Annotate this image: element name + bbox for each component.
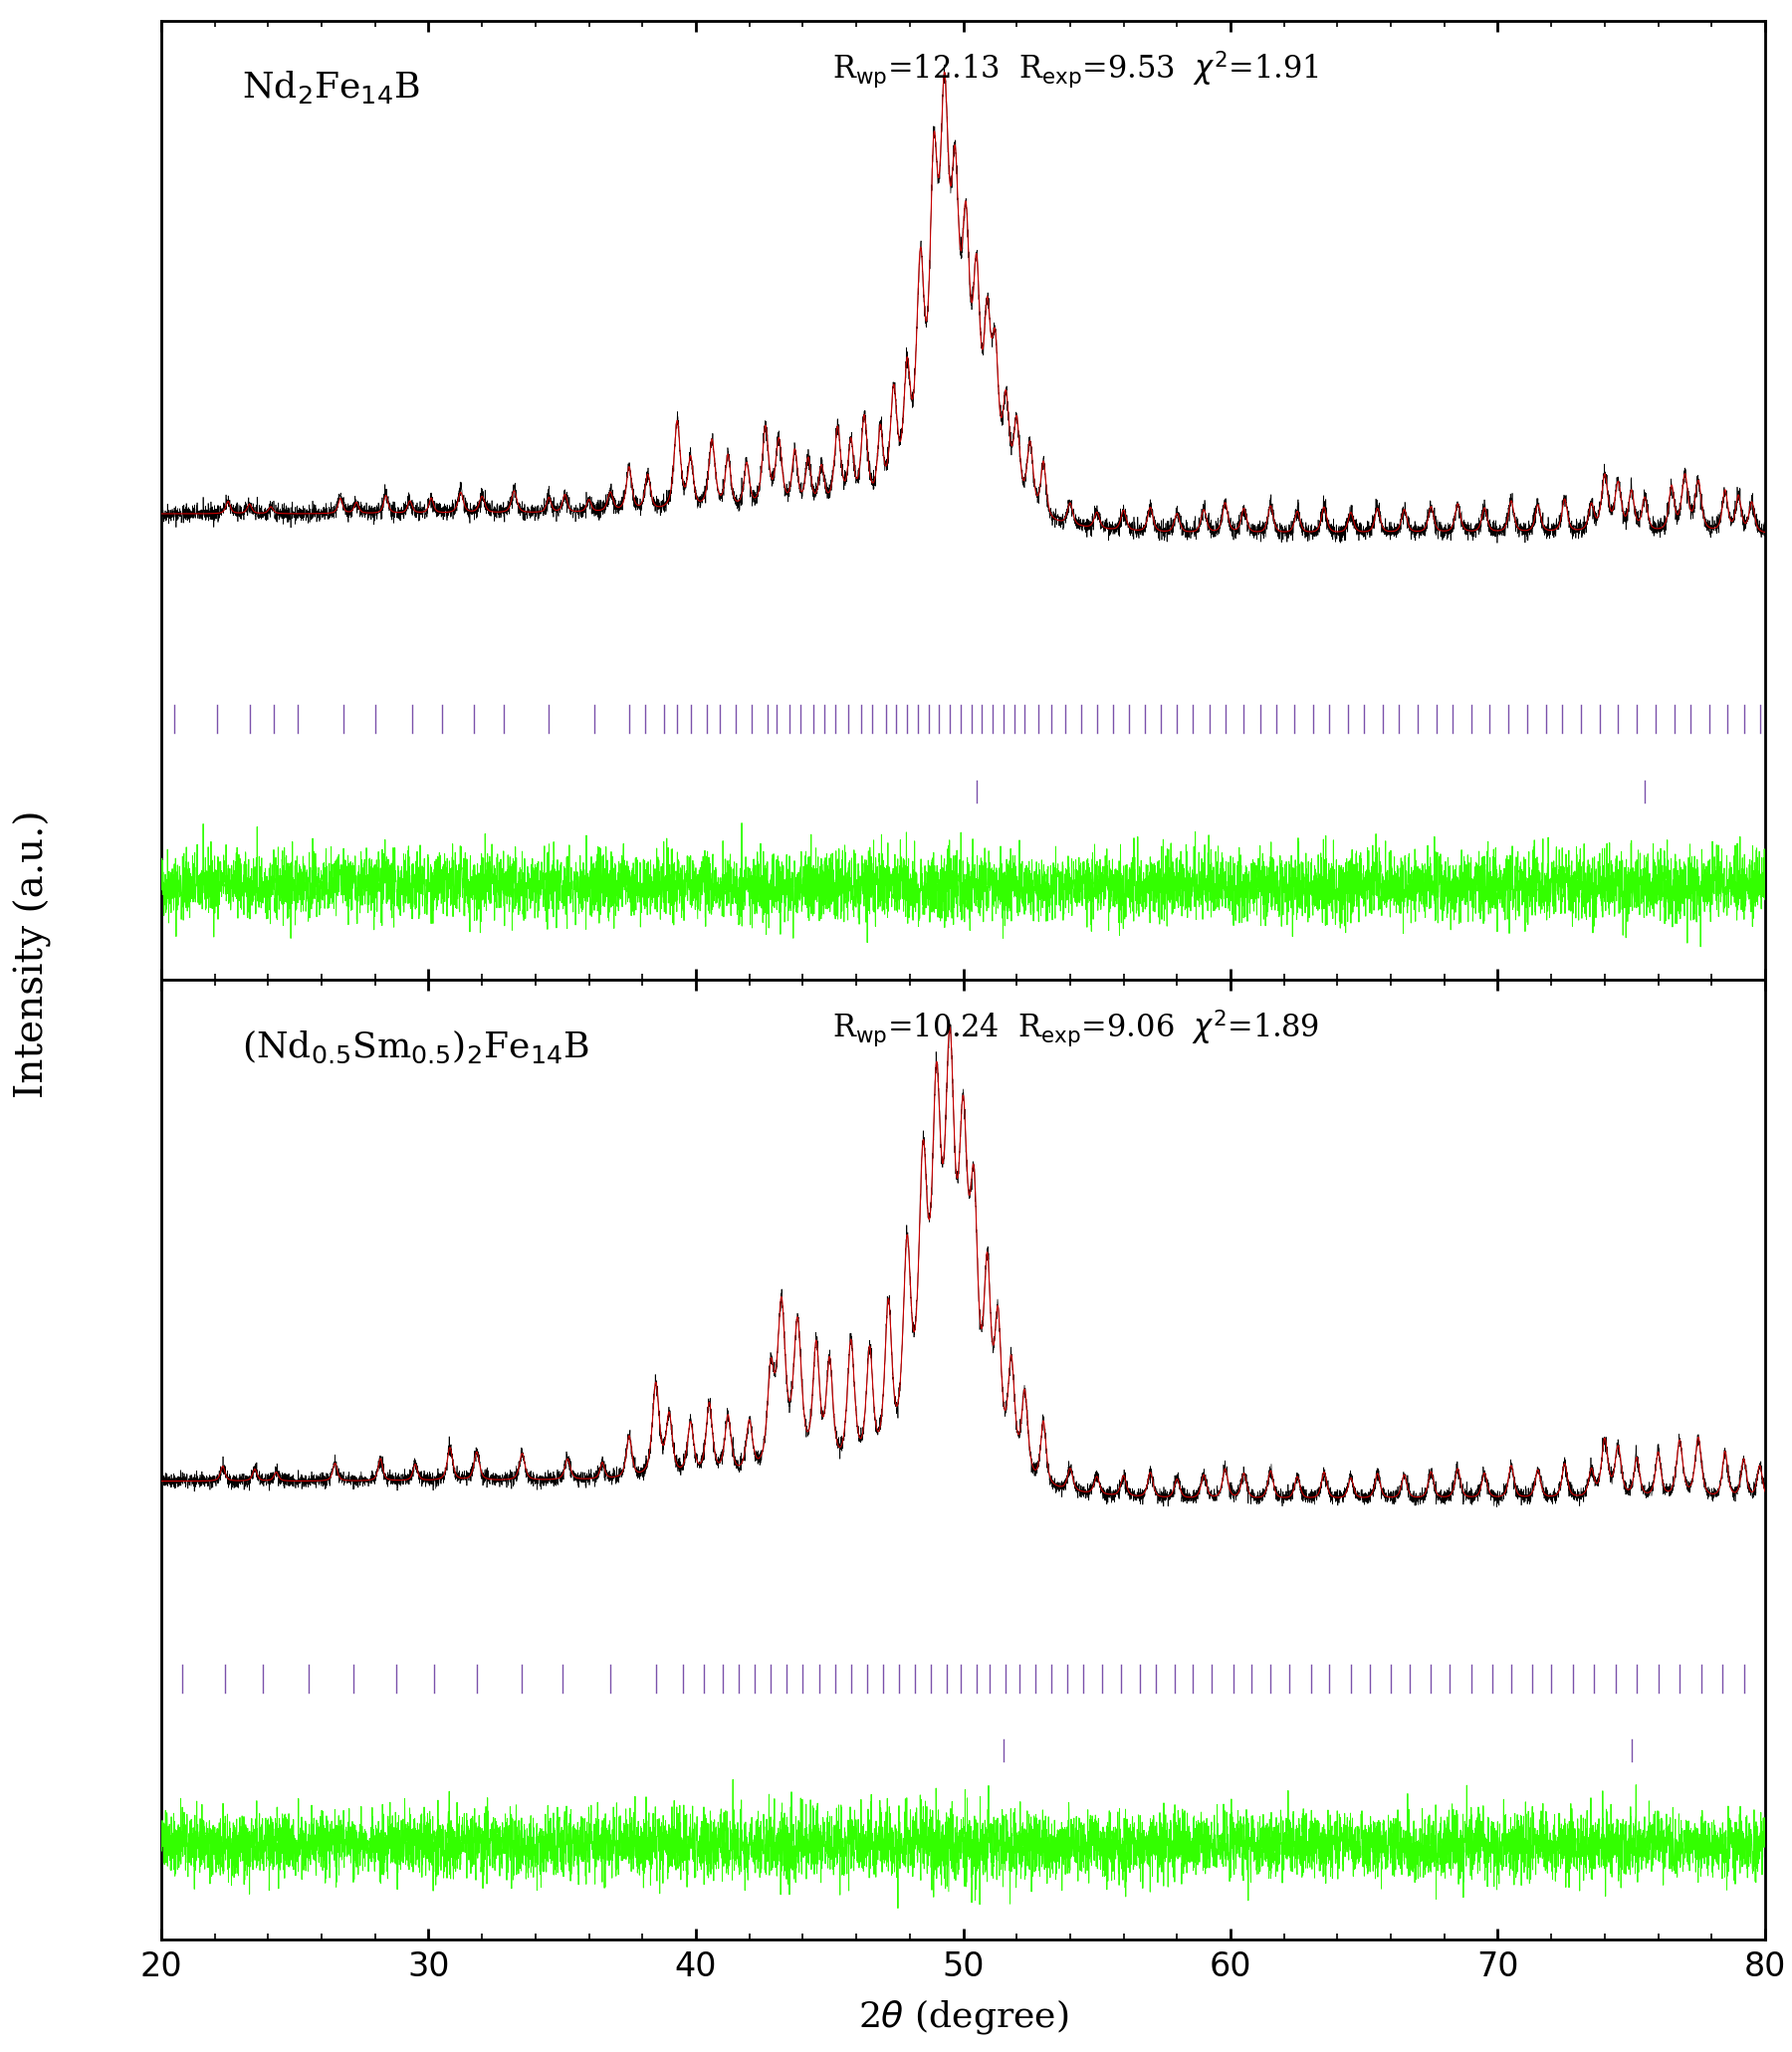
Text: Nd$_2$Fe$_{14}$B: Nd$_2$Fe$_{14}$B bbox=[242, 68, 419, 105]
Text: R$_{\rm wp}$=10.24  R$_{\rm exp}$=9.06  $\chi^2$=1.89: R$_{\rm wp}$=10.24 R$_{\rm exp}$=9.06 $\… bbox=[831, 1010, 1319, 1051]
Text: R$_{\rm wp}$=12.13  R$_{\rm exp}$=9.53  $\chi^2$=1.91: R$_{\rm wp}$=12.13 R$_{\rm exp}$=9.53 $\… bbox=[831, 49, 1319, 90]
X-axis label: 2$\theta$ (degree): 2$\theta$ (degree) bbox=[858, 1997, 1068, 2036]
Text: Intensity (a.u.): Intensity (a.u.) bbox=[13, 811, 52, 1098]
Text: (Nd$_{0.5}$Sm$_{0.5}$)$_2$Fe$_{14}$B: (Nd$_{0.5}$Sm$_{0.5}$)$_2$Fe$_{14}$B bbox=[242, 1028, 590, 1065]
